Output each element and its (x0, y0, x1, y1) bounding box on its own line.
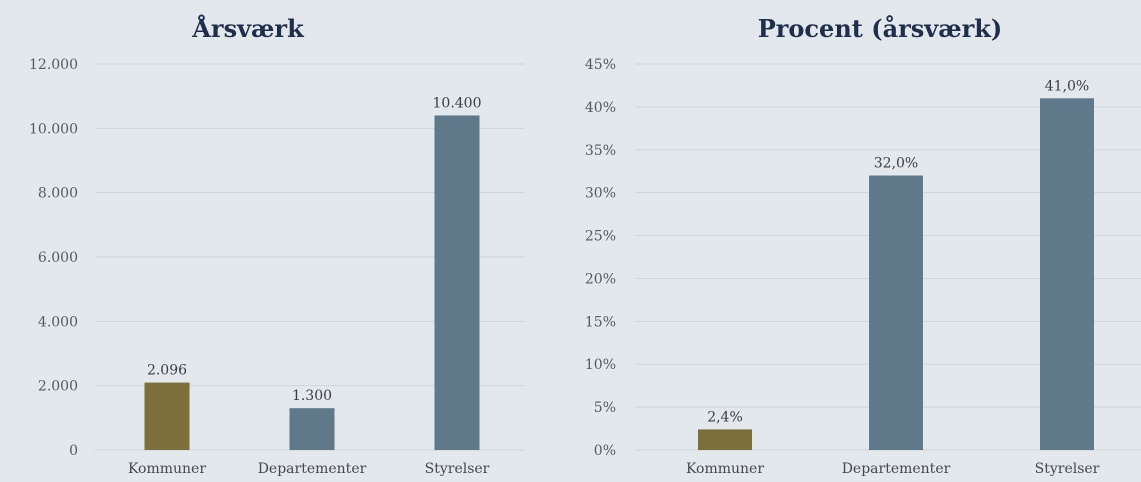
bar (869, 175, 923, 450)
y-tick-label: 8.000 (38, 186, 78, 202)
y-tick-label: 0% (594, 443, 616, 459)
y-tick-label: 6.000 (38, 250, 78, 266)
chart-arsvaerk: Årsværk 0 2.000 4.000 6.000 8.000 10.000 12.000… (29, 14, 525, 477)
chart-title: Årsværk (191, 14, 305, 43)
y-tick-label: 4.000 (38, 314, 78, 330)
data-label: 2.096 (147, 363, 187, 379)
data-label: 41,0% (1045, 78, 1089, 94)
x-category-label: Styrelser (1035, 461, 1100, 477)
data-label: 10.400 (433, 95, 482, 111)
y-tick-label: 20% (585, 271, 616, 287)
data-label: 2,4% (707, 409, 743, 425)
bar (434, 115, 480, 450)
bar (144, 382, 190, 450)
x-category-label: Departementer (842, 461, 951, 477)
data-label: 1.300 (292, 388, 332, 404)
chart-title: Procent (årsværk) (758, 14, 1003, 43)
y-tick-label: 25% (585, 229, 616, 245)
y-tick-label: 12.000 (29, 57, 78, 73)
y-tick-label: 0 (69, 443, 78, 459)
x-category-label: Departementer (258, 461, 367, 477)
y-tick-label: 30% (585, 186, 616, 202)
bar (1040, 98, 1094, 451)
y-tick-label: 45% (585, 57, 616, 73)
data-label: 32,0% (874, 156, 918, 172)
bar (698, 429, 752, 450)
x-category-label: Kommuner (128, 461, 206, 477)
y-tick-label: 10% (585, 357, 616, 373)
y-tick-label: 10.000 (29, 121, 78, 137)
chart-procent-arsvaerk: Procent (årsværk) 0% 5% 10% 15% 20% 25% 30% 35% 4… (585, 14, 1141, 477)
y-tick-label: 15% (585, 314, 616, 330)
y-tick-label: 35% (585, 143, 616, 159)
y-tick-label: 40% (585, 100, 616, 116)
bar (289, 408, 335, 450)
y-tick-label: 5% (594, 400, 616, 416)
x-category-label: Styrelser (425, 461, 490, 477)
x-category-label: Kommuner (686, 461, 764, 477)
y-tick-label: 2.000 (38, 379, 78, 395)
